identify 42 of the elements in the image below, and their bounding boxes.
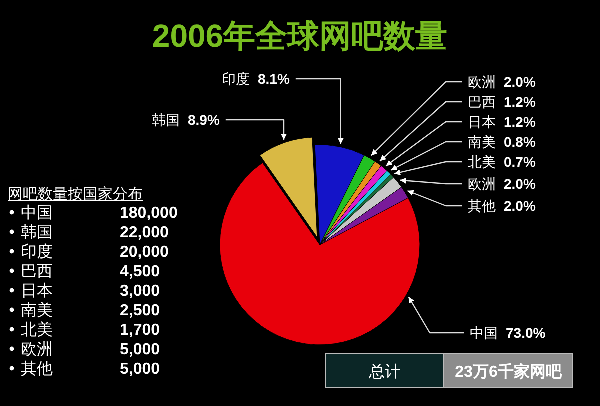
category-label: 日本 — [21, 282, 53, 300]
data-label: 20,000 — [120, 244, 170, 261]
data-label: 2,500 — [120, 302, 160, 320]
slice-label: 巴西 — [468, 94, 496, 110]
category-label: 巴西 — [21, 264, 53, 280]
slice-label: 南美 — [468, 134, 496, 150]
data-label: 2.0% — [504, 198, 536, 214]
data-label: 73.0% — [506, 325, 546, 341]
data-label: 1.2% — [504, 114, 536, 130]
slice-label: 欧洲 — [468, 176, 496, 192]
category-label: 其他 — [21, 360, 53, 378]
data-label: 5,000 — [120, 342, 160, 358]
slice-label: 日本 — [468, 114, 496, 130]
data-label: 2.0% — [504, 176, 536, 192]
data-label: 180,000 — [120, 205, 178, 222]
data-label: 8.9% — [188, 112, 220, 128]
slice-label: 其他 — [468, 198, 496, 214]
data-label: 3,000 — [120, 283, 160, 300]
data-label: 4,500 — [120, 264, 160, 280]
slice-label: 印度 — [222, 71, 250, 87]
category-label: 韩国 — [21, 224, 53, 242]
text: 23万6千家网吧 — [455, 362, 563, 381]
slice-label: 韩国 — [152, 112, 180, 128]
category-label: 中国 — [21, 204, 53, 222]
slice-label: 欧洲 — [468, 74, 496, 90]
data-label: 2.0% — [504, 74, 536, 90]
data-label: 8.1% — [258, 71, 290, 87]
data-label: 0.7% — [504, 154, 536, 170]
data-label: 22,000 — [120, 224, 170, 242]
chart-title: 2006年全球网吧数量 — [152, 18, 448, 54]
slice-label: 中国 — [470, 325, 498, 341]
data-label: 5,000 — [120, 361, 160, 378]
category-label: 北美 — [21, 321, 53, 339]
data-label: 0.8% — [504, 134, 536, 150]
category-label: 欧洲 — [21, 340, 53, 358]
category-label: 印度 — [21, 243, 53, 261]
data-label: 1,700 — [120, 322, 160, 339]
category-label: 南美 — [21, 302, 53, 320]
text: 总计 — [368, 363, 401, 381]
text: 网吧数量按国家分布 — [8, 186, 143, 203]
slice-label: 北美 — [468, 154, 496, 170]
data-label: 1.2% — [504, 94, 536, 110]
